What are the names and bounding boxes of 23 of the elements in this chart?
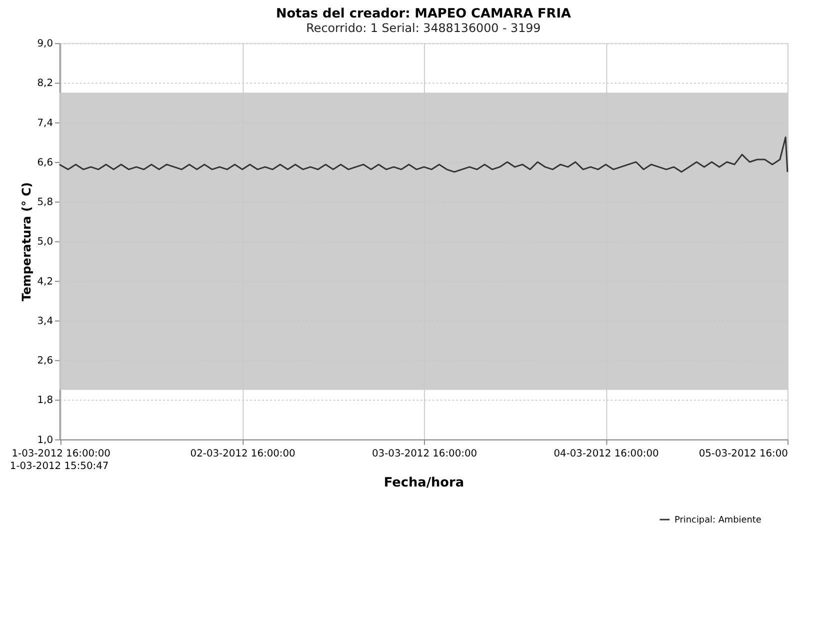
y-tick-label: 5,0 xyxy=(37,236,53,248)
y-tick-label: 9,0 xyxy=(37,38,53,50)
text: 1-03-2012 15:50:47 xyxy=(10,461,109,472)
y-tick-label: 5,8 xyxy=(37,197,53,208)
y-tick-label: 2,6 xyxy=(37,356,53,367)
chart-title: Notas del creador: MAPEO CAMARA FRIA xyxy=(276,6,571,22)
x-tick-label: 03-03-2012 16:00:00 xyxy=(372,448,478,460)
y-tick-label: 7,4 xyxy=(37,118,53,129)
x-axis-title: Fecha/hora xyxy=(384,475,464,490)
y-tick-label: 8,2 xyxy=(37,78,53,90)
x-tick-label: 04-03-2012 16:00:00 xyxy=(554,448,659,460)
y-tick-label: 3,4 xyxy=(37,316,53,327)
x-tick-label: 05-03-2012 16:00 xyxy=(698,448,788,460)
x-tick-label: 02-03-2012 16:00:00 xyxy=(190,448,296,460)
chart-subtitle: Recorrido: 1 Serial: 3488136000 - 3199 xyxy=(306,21,541,36)
x-tick-label: 1-03-2012 16:00:00 xyxy=(12,448,110,460)
line-series xyxy=(58,136,788,173)
y-tick-label: 6,6 xyxy=(37,157,53,168)
y-tick-label: 1,8 xyxy=(37,395,53,406)
y-tick-label: 4,2 xyxy=(37,276,53,288)
legend-label: Principal: Ambiente xyxy=(674,516,762,526)
y-tick-label: 1,0 xyxy=(37,434,53,446)
y-axis-title: Temperatura (° C) xyxy=(19,182,34,302)
